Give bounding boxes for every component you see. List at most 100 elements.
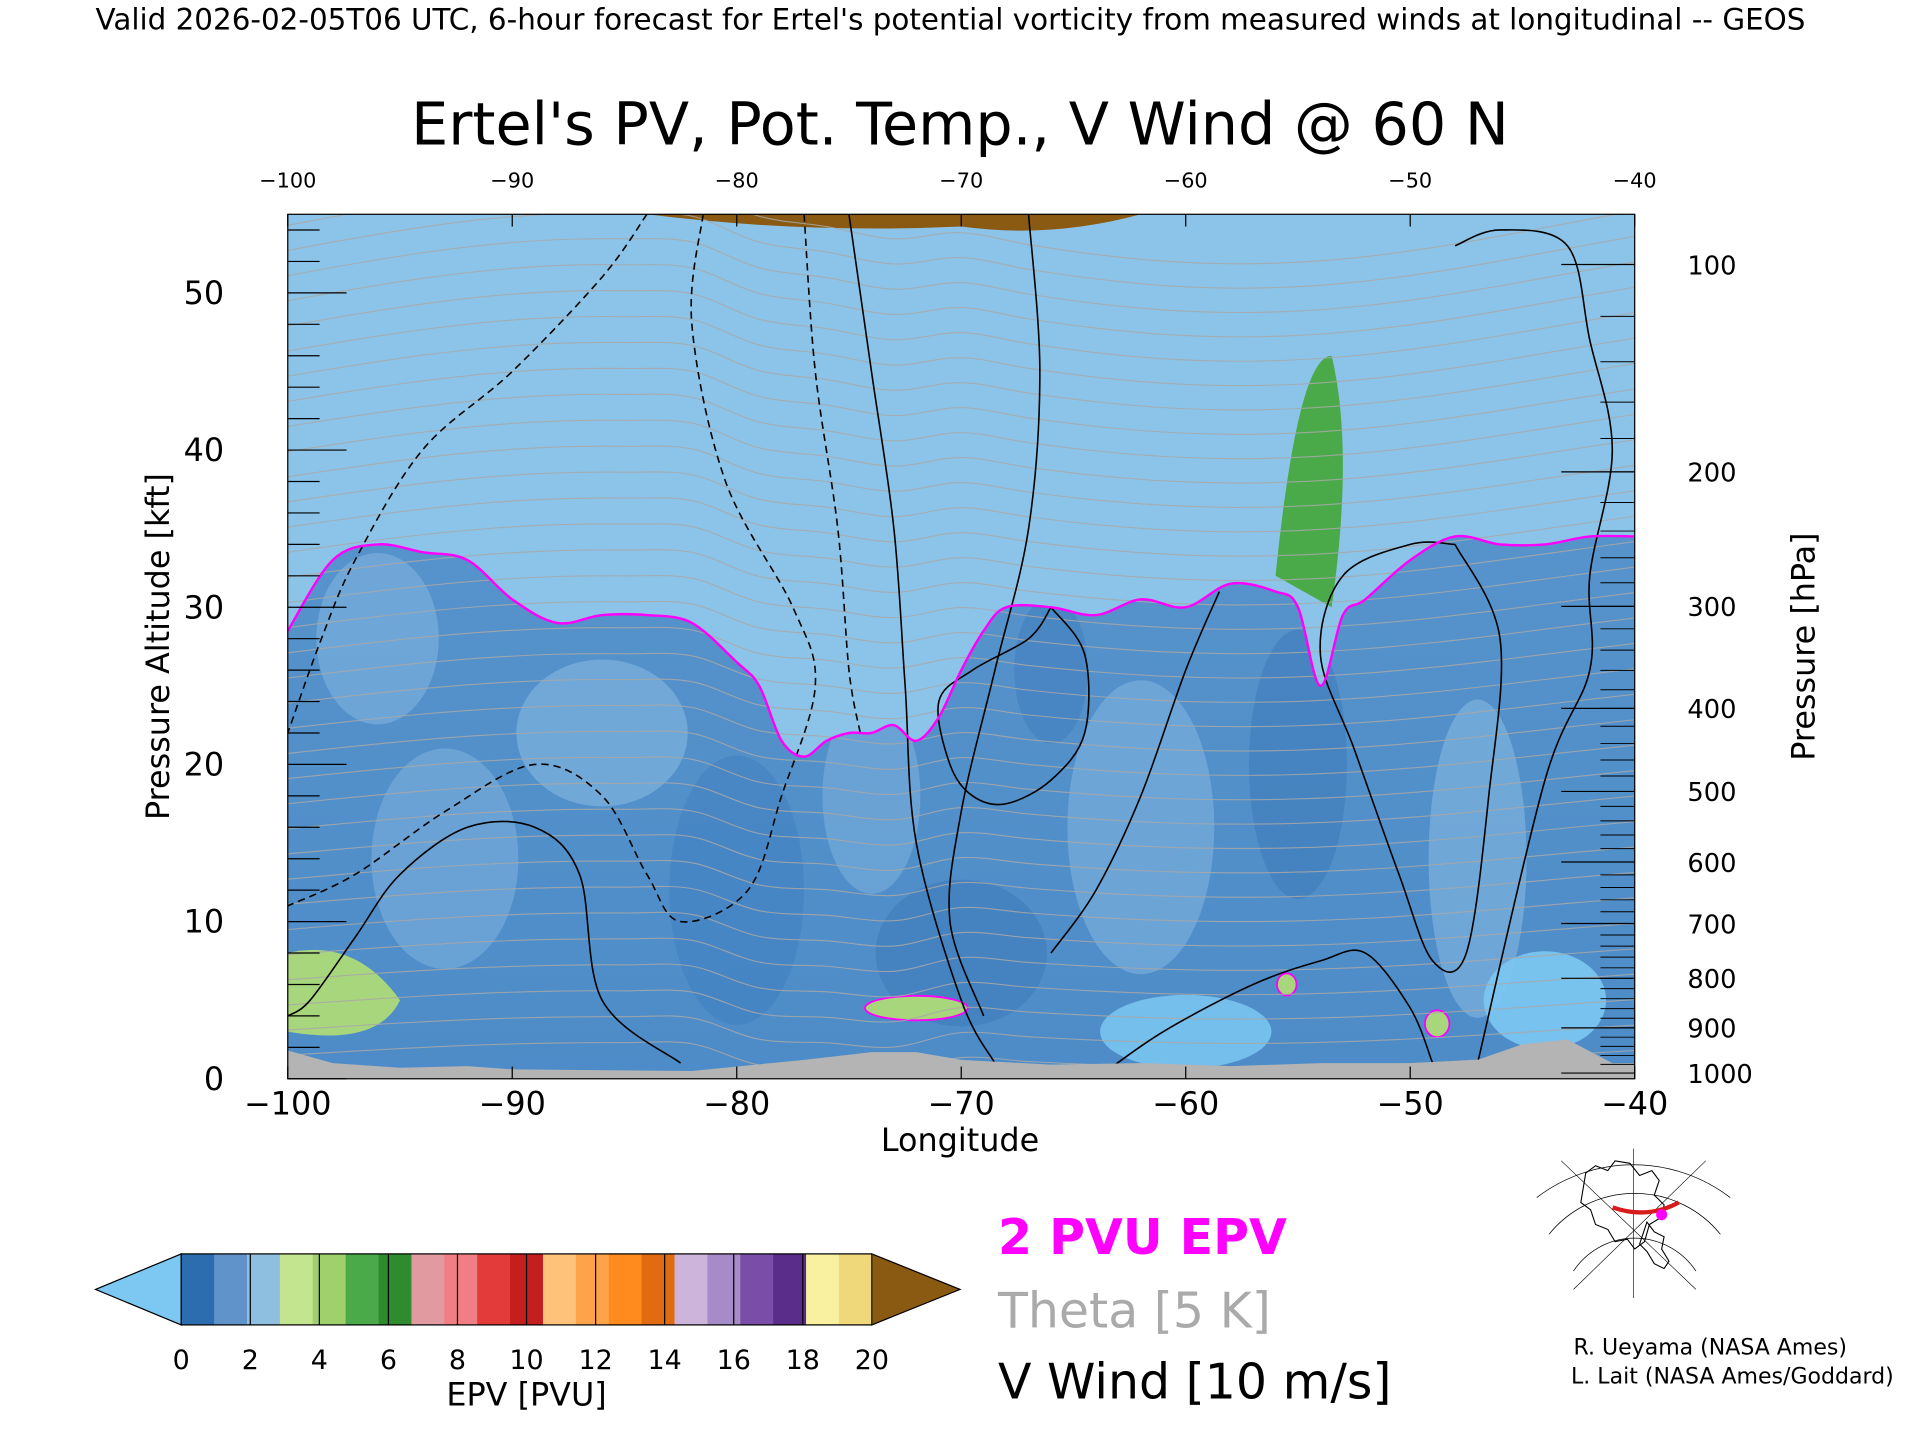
colorbar-swatch-19 xyxy=(806,1253,840,1325)
p-tick-label-7: 300 xyxy=(1687,593,1736,623)
theta-line-18 xyxy=(287,575,1635,630)
pv-texture-blob-6 xyxy=(1483,951,1607,1050)
legend-theta: Theta [5 K] xyxy=(997,1282,1271,1339)
theta-line-8 xyxy=(287,834,1635,874)
colorbar-swatch-11 xyxy=(542,1253,577,1325)
x-axis-label: Longitude xyxy=(881,1121,1039,1159)
p-tick-label-2: 800 xyxy=(1687,965,1736,995)
x-top-tick-label-6: −40 xyxy=(1613,168,1657,192)
chart-title: Ertel's PV, Pot. Temp., V Wind @ 60 N xyxy=(411,89,1509,158)
colorbar-swatch-14 xyxy=(641,1253,676,1325)
theta-line-25 xyxy=(287,393,1635,460)
theta-line-11 xyxy=(287,756,1635,801)
y-tick-label-1: 10 xyxy=(184,903,225,941)
colorbar-swatch-1 xyxy=(214,1253,248,1325)
colorbar-swatch-12 xyxy=(575,1253,610,1325)
v-wind-contour-8 xyxy=(287,214,648,734)
x-tick-label-6: −40 xyxy=(1601,1084,1668,1122)
p-tick-label-1: 900 xyxy=(1687,1015,1736,1045)
theta-line-21 xyxy=(287,497,1635,557)
y-tick-label-0: 0 xyxy=(204,1060,224,1098)
theta-line-1 xyxy=(287,1015,1635,1048)
colorbar-tick-label-5: 10 xyxy=(509,1345,543,1376)
colorbar-tick-label-9: 18 xyxy=(786,1345,820,1376)
legend-vwind: V Wind [10 m/s] xyxy=(998,1353,1392,1410)
theta-line-30 xyxy=(287,264,1635,338)
p-tick-label-6: 400 xyxy=(1687,695,1736,725)
colorbar-swatch-3 xyxy=(279,1253,314,1325)
pv-lowlevel-patch xyxy=(287,949,401,1036)
x-tick-label-2: −80 xyxy=(703,1084,770,1122)
theta-line-19 xyxy=(287,549,1635,606)
colorbar-swatch-6 xyxy=(378,1253,413,1325)
theta-line-26 xyxy=(287,367,1635,435)
pv-lowlevel-patch-2 xyxy=(863,994,969,1022)
theta-line-9 xyxy=(287,808,1635,850)
colorbar-swatch-5 xyxy=(345,1253,380,1325)
theta-line-33 xyxy=(287,214,1620,265)
pv-texture-blob-3 xyxy=(1067,680,1215,975)
colorbar-tick-label-1: 2 xyxy=(242,1345,259,1376)
v-wind-contour-5 xyxy=(1454,229,1614,1064)
p-tick-label-4: 600 xyxy=(1687,849,1736,879)
pv-texture-blob-2 xyxy=(516,659,688,807)
pv-band-2pvu xyxy=(287,214,1635,757)
colorbar-swatch-8 xyxy=(444,1253,478,1325)
plot-area xyxy=(287,214,1635,1079)
v-wind-contour-2 xyxy=(937,606,1090,806)
p-tick-label-3: 700 xyxy=(1687,910,1736,940)
x-top-tick-label-1: −90 xyxy=(490,168,534,192)
colorbar-tick-label-4: 8 xyxy=(449,1345,466,1376)
legend-epv: 2 PVU EPV xyxy=(998,1209,1287,1266)
theta-line-22 xyxy=(287,471,1635,533)
v-wind-contour-7 xyxy=(287,820,682,1064)
v-wind-contour-9 xyxy=(287,214,817,923)
v-wind-contour-6 xyxy=(1095,949,1434,1079)
pv-texture-blob-5 xyxy=(1428,699,1527,1018)
colorbar-swatch-13 xyxy=(608,1253,643,1325)
y-tick-label-2: 20 xyxy=(184,745,225,783)
x-tick-label-5: −50 xyxy=(1377,1084,1444,1122)
theta-line-12 xyxy=(287,730,1635,776)
tropopause-2pvu-line xyxy=(287,534,1635,758)
y2-axis-label: Pressure [hPa] xyxy=(1785,532,1823,760)
pv-texture-blob-1 xyxy=(669,755,805,1025)
pv-lowlevel-patch-4 xyxy=(1423,1009,1451,1039)
v-wind-contour-4 xyxy=(1319,541,1503,973)
colorbar-swatch-2 xyxy=(246,1253,281,1325)
theta-line-15 xyxy=(287,652,1635,703)
v-wind-contour-0 xyxy=(848,214,996,1064)
colorbar-swatch-18 xyxy=(773,1253,807,1325)
colorbar: 0 2 4 6 8 10 12 14 16 18 20 xyxy=(93,1252,962,1376)
colorbar-swatch-9 xyxy=(477,1253,511,1325)
location-marker-icon xyxy=(1656,1209,1668,1221)
theta-line-16 xyxy=(287,626,1635,679)
location-map-icon xyxy=(1536,1148,1731,1298)
v-wind-contour-10 xyxy=(803,214,861,734)
theta-line-32 xyxy=(287,214,1635,289)
theta-line-17 xyxy=(287,600,1635,655)
colorbar-tick-label-10: 20 xyxy=(855,1345,889,1376)
colorbar-swatch-0 xyxy=(181,1253,215,1325)
colorbar-tick-label-2: 4 xyxy=(311,1345,328,1376)
pv-lowlevel-patch-3 xyxy=(1276,972,1298,997)
x-top-tick-label-3: −70 xyxy=(939,168,983,192)
theta-line-3 xyxy=(287,963,1635,998)
pv-texture-blob-11 xyxy=(1014,596,1088,744)
y-axis-label: Pressure Altitude [kft] xyxy=(139,473,177,820)
header-text: Valid 2026-02-05T06 UTC, 6-hour forecast… xyxy=(96,2,1806,36)
y-tick-label-3: 30 xyxy=(184,588,225,626)
colorbar-label: EPV [PVU] xyxy=(446,1376,606,1414)
v-wind-contour-1 xyxy=(948,214,1041,1017)
x-tick-label-3: −70 xyxy=(928,1084,995,1122)
pv-texture xyxy=(316,552,1607,1069)
theta-line-5 xyxy=(287,911,1635,947)
colorbar-tick-label-3: 6 xyxy=(380,1345,397,1376)
theta-line-23 xyxy=(287,445,1635,509)
pv-texture-blob-7 xyxy=(1100,994,1272,1069)
axes: −100 −100 −90 −90 −80 −80 −70 −70 −60 −60 −50 −50 −4… xyxy=(184,168,1753,1122)
p-tick-label-5: 500 xyxy=(1687,778,1736,808)
colorbar-swatch-7 xyxy=(411,1253,446,1325)
